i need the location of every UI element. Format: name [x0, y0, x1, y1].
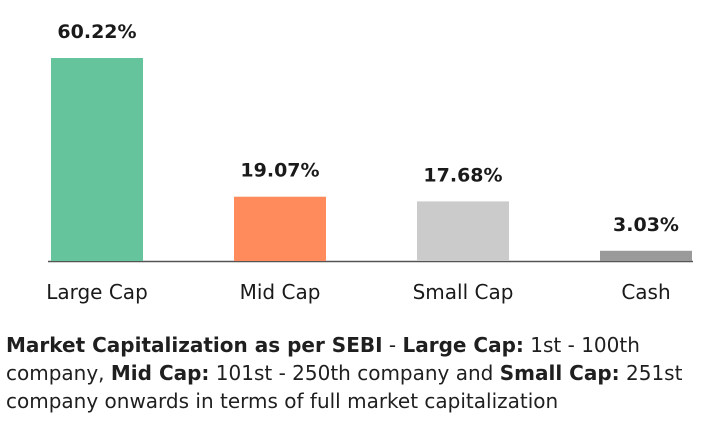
- bar-mid-cap: [234, 196, 326, 261]
- value-label: 60.22%: [57, 21, 136, 43]
- note-separator: -: [382, 333, 403, 357]
- value-label: 3.03%: [613, 214, 679, 236]
- note-mid-cap-label: Mid Cap:: [110, 361, 210, 385]
- bar-chart: 60.22% Large Cap 19.07% Mid Cap 17.68% Small …: [46, 21, 693, 304]
- category-label: Cash: [621, 280, 670, 304]
- note-mid-cap-text: 101st - 250th company and: [209, 361, 500, 385]
- note-small-cap-label: Small Cap:: [499, 361, 620, 385]
- category-label: Mid Cap: [240, 280, 321, 304]
- value-label: 19.07%: [240, 160, 319, 182]
- note-large-cap-label: Large Cap:: [402, 333, 524, 357]
- note-large-cap-text: 1st - 100th company,: [6, 333, 640, 385]
- note-small-cap-text: 251st company onwards in terms of full m…: [6, 361, 683, 413]
- note-heading: Market Capitalization as per SEBI: [6, 333, 383, 357]
- category-label: Large Cap: [46, 280, 148, 304]
- sebi-note: Market Capitalization as per SEBI - Larg…: [6, 331, 712, 415]
- bar-small-cap: [417, 201, 509, 261]
- bar-large-cap: [51, 58, 143, 261]
- category-label: Small Cap: [413, 280, 514, 304]
- bar-cash: [600, 250, 692, 261]
- value-label: 17.68%: [423, 164, 502, 186]
